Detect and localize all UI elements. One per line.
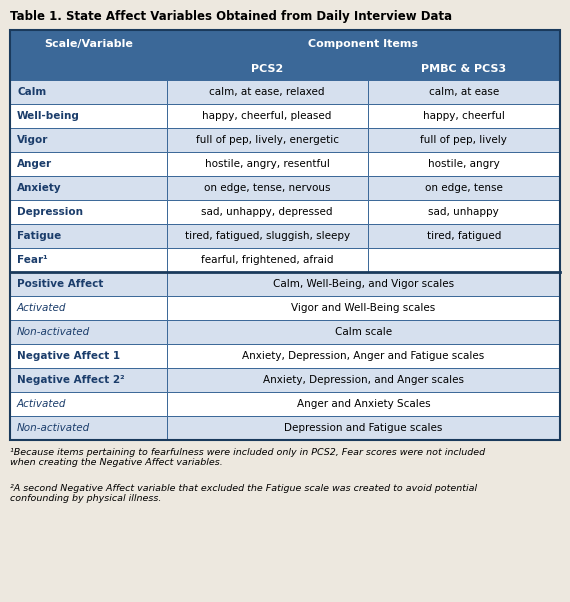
Bar xyxy=(368,224,560,248)
Text: Depression and Fatigue scales: Depression and Fatigue scales xyxy=(284,423,442,433)
Text: Non-activated: Non-activated xyxy=(17,327,90,337)
Bar xyxy=(10,368,167,392)
Bar xyxy=(167,30,560,58)
Bar xyxy=(167,128,368,152)
Bar xyxy=(368,152,560,176)
Text: Activated: Activated xyxy=(17,399,67,409)
Text: tired, fatigued: tired, fatigued xyxy=(426,231,501,241)
Bar xyxy=(10,344,167,368)
Text: on edge, tense, nervous: on edge, tense, nervous xyxy=(204,183,331,193)
Bar xyxy=(10,176,167,200)
Bar xyxy=(10,296,167,320)
Bar xyxy=(10,58,167,80)
Text: Positive Affect: Positive Affect xyxy=(17,279,103,289)
Text: PMBC & PCS3: PMBC & PCS3 xyxy=(421,64,506,74)
Text: ¹Because items pertaining to fearfulness were included only in PCS2, Fear scores: ¹Because items pertaining to fearfulness… xyxy=(10,448,485,467)
Text: calm, at ease, relaxed: calm, at ease, relaxed xyxy=(209,87,325,97)
Text: Calm scale: Calm scale xyxy=(335,327,392,337)
Text: Table 1. State Affect Variables Obtained from Daily Interview Data: Table 1. State Affect Variables Obtained… xyxy=(10,10,452,23)
Bar xyxy=(10,200,167,224)
Text: full of pep, lively: full of pep, lively xyxy=(420,135,507,145)
Text: calm, at ease: calm, at ease xyxy=(429,87,499,97)
Bar xyxy=(368,104,560,128)
Bar xyxy=(167,176,368,200)
Bar xyxy=(167,248,368,272)
Bar xyxy=(10,416,167,440)
Bar xyxy=(167,416,560,440)
Bar xyxy=(10,128,167,152)
Bar xyxy=(167,80,368,104)
Bar xyxy=(10,152,167,176)
Text: Depression: Depression xyxy=(17,207,83,217)
Text: Activated: Activated xyxy=(17,303,67,313)
Text: Anxiety, Depression, Anger and Fatigue scales: Anxiety, Depression, Anger and Fatigue s… xyxy=(242,351,484,361)
Bar xyxy=(167,272,560,296)
Bar xyxy=(167,224,368,248)
Text: happy, cheerful: happy, cheerful xyxy=(423,111,504,121)
Text: Component Items: Component Items xyxy=(308,39,418,49)
Text: hostile, angry: hostile, angry xyxy=(428,159,500,169)
Text: Anger and Anxiety Scales: Anger and Anxiety Scales xyxy=(296,399,430,409)
Text: Anxiety: Anxiety xyxy=(17,183,62,193)
Bar xyxy=(10,224,167,248)
Text: full of pep, lively, energetic: full of pep, lively, energetic xyxy=(196,135,339,145)
Bar xyxy=(368,248,560,272)
Bar xyxy=(167,368,560,392)
Bar xyxy=(10,320,167,344)
Text: Anxiety, Depression, and Anger scales: Anxiety, Depression, and Anger scales xyxy=(263,375,464,385)
Text: Non-activated: Non-activated xyxy=(17,423,90,433)
Text: sad, unhappy: sad, unhappy xyxy=(429,207,499,217)
Text: happy, cheerful, pleased: happy, cheerful, pleased xyxy=(202,111,332,121)
Bar xyxy=(368,128,560,152)
Bar xyxy=(10,392,167,416)
Bar xyxy=(167,320,560,344)
Bar xyxy=(10,248,167,272)
Text: sad, unhappy, depressed: sad, unhappy, depressed xyxy=(201,207,333,217)
Text: Vigor: Vigor xyxy=(17,135,48,145)
Text: ²A second Negative Affect variable that excluded the Fatigue scale was created t: ²A second Negative Affect variable that … xyxy=(10,484,477,503)
Bar xyxy=(167,392,560,416)
Text: PCS2: PCS2 xyxy=(251,64,283,74)
Text: tired, fatigued, sluggish, sleepy: tired, fatigued, sluggish, sleepy xyxy=(185,231,349,241)
Bar xyxy=(368,58,560,80)
Bar xyxy=(167,344,560,368)
Bar xyxy=(10,80,167,104)
Bar xyxy=(368,80,560,104)
Text: Negative Affect 2²: Negative Affect 2² xyxy=(17,375,125,385)
Text: Anger: Anger xyxy=(17,159,52,169)
Bar xyxy=(167,296,560,320)
Text: Scale/Variable: Scale/Variable xyxy=(44,39,133,49)
Text: Negative Affect 1: Negative Affect 1 xyxy=(17,351,120,361)
Text: Well-being: Well-being xyxy=(17,111,80,121)
Text: Fear¹: Fear¹ xyxy=(17,255,48,265)
Bar xyxy=(10,104,167,128)
Bar xyxy=(10,272,167,296)
Text: hostile, angry, resentful: hostile, angry, resentful xyxy=(205,159,329,169)
Text: on edge, tense: on edge, tense xyxy=(425,183,503,193)
Text: Fatigue: Fatigue xyxy=(17,231,61,241)
Bar xyxy=(167,152,368,176)
Text: Vigor and Well-Being scales: Vigor and Well-Being scales xyxy=(291,303,435,313)
Text: Calm, Well-Being, and Vigor scales: Calm, Well-Being, and Vigor scales xyxy=(273,279,454,289)
Text: Calm: Calm xyxy=(17,87,46,97)
Bar xyxy=(167,104,368,128)
Bar xyxy=(167,58,368,80)
Bar xyxy=(167,200,368,224)
Text: fearful, frightened, afraid: fearful, frightened, afraid xyxy=(201,255,333,265)
Bar xyxy=(10,30,167,58)
Bar xyxy=(10,30,560,440)
Bar xyxy=(368,176,560,200)
Bar xyxy=(368,200,560,224)
